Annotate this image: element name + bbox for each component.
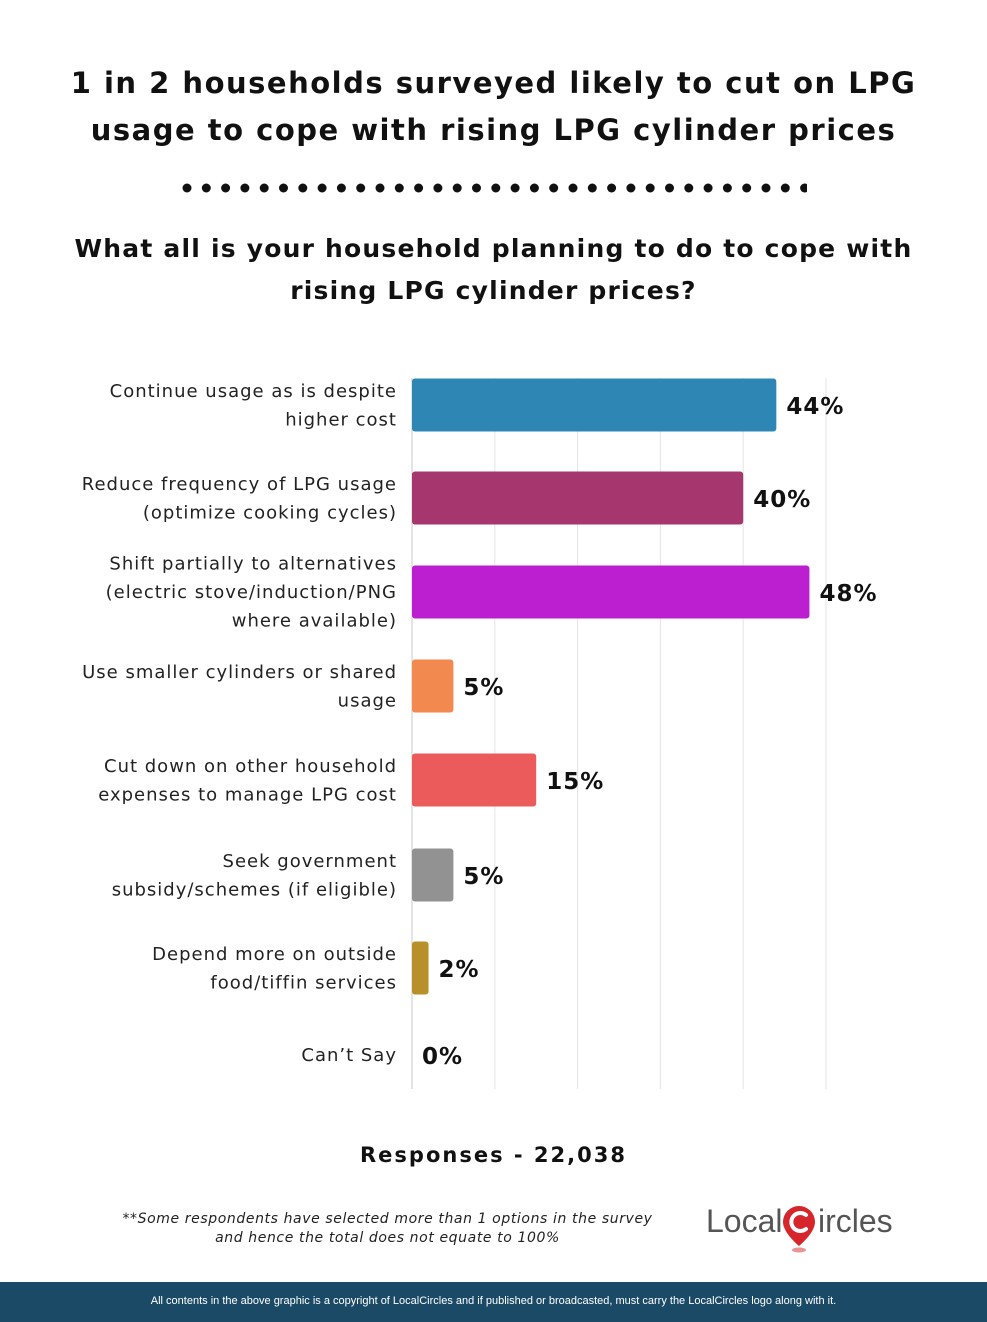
category-label-line: Depend more on outside [152, 944, 397, 965]
category-label-line: higher cost [285, 409, 397, 430]
category-label-line: subsidy/schemes (if eligible) [112, 879, 397, 900]
value-label: 0% [422, 1044, 463, 1070]
category-label-line: Seek government [223, 851, 397, 872]
divider-dot [356, 183, 366, 193]
divider-dot [279, 183, 288, 193]
divider-dot [780, 183, 790, 193]
divider-dot [549, 183, 559, 193]
divider-dot [240, 183, 250, 193]
category-label-line: where available) [232, 611, 397, 632]
category-label-line: (optimize cooking cycles) [143, 502, 397, 523]
logo-text-right: ircles [818, 1203, 893, 1239]
bar [412, 565, 810, 619]
category-label: Can’t Say [301, 1045, 397, 1066]
divider-dot [336, 183, 346, 193]
divider-dot [742, 183, 752, 193]
question-line-1: What all is your household planning to d… [74, 234, 913, 263]
divider-dot [201, 183, 211, 193]
category-label-line: Can’t Say [301, 1045, 397, 1066]
divider-dot [722, 183, 732, 193]
value-label: 40% [753, 487, 811, 513]
bar [412, 659, 454, 713]
divider-dot [626, 183, 636, 193]
divider-dot [645, 183, 655, 193]
category-label-line: Shift partially to alternatives [109, 554, 397, 575]
bar [412, 941, 429, 995]
divider-dot [703, 183, 713, 193]
bar [412, 471, 744, 525]
divider-dot [221, 183, 231, 193]
divider-dot [761, 183, 771, 193]
value-label: 48% [819, 581, 877, 607]
dotted-divider [182, 183, 807, 193]
category-label-line: Continue usage as is despite [110, 381, 397, 402]
divider-dot [800, 183, 807, 193]
value-label: 5% [463, 864, 504, 890]
category-label: Seek government subsidy/schemes (if eligi… [112, 851, 397, 901]
footnote-line-1: **Some respondents have selected more th… [122, 1211, 653, 1227]
category-labels: Continue usage as is despite higher cost R… [82, 381, 397, 1066]
survey-question: What all is your household planning to d… [30, 228, 957, 312]
divider-dot [182, 183, 192, 193]
location-pin-c-icon [783, 1206, 815, 1253]
category-label: Continue usage as is despite higher cost [110, 381, 397, 431]
value-label: 5% [463, 675, 504, 701]
divider-dot [607, 183, 617, 193]
divider-dot [433, 183, 443, 193]
divider-dot [259, 183, 269, 193]
category-label-line: Cut down on other household [104, 756, 397, 777]
headline: 1 in 2 households surveyed likely to cut… [40, 60, 947, 154]
value-label: 2% [439, 957, 480, 983]
category-label: Use smaller cylinders or shared usage [82, 662, 397, 712]
divider-dot [414, 183, 424, 193]
headline-line-1: 1 in 2 households surveyed likely to cut… [70, 66, 917, 100]
value-labels: 44% 40% 48% 5% 15% 5% 2% 0% [422, 394, 877, 1070]
divider-dot [394, 183, 404, 193]
responses-count: Responses - 22,038 [360, 1143, 627, 1167]
category-label-line: expenses to manage LPG cost [98, 784, 397, 805]
category-label-line: Use smaller cylinders or shared [82, 662, 397, 683]
footnote: **Some respondents have selected more th… [100, 1210, 675, 1248]
category-label-line: usage [338, 690, 397, 711]
category-label: Depend more on outside food/tiffin servic… [152, 944, 397, 994]
divider-dot [317, 183, 327, 193]
divider-dot [298, 183, 308, 193]
value-label: 44% [786, 394, 844, 420]
divider-dot [375, 183, 385, 193]
category-label-line: Reduce frequency of LPG usage [82, 474, 397, 495]
bar [412, 378, 777, 432]
footnote-line-2: and hence the total does not equate to 1… [215, 1230, 560, 1246]
divider-dot [491, 183, 501, 193]
divider-dot [510, 183, 520, 193]
divider-dot [587, 183, 597, 193]
divider-dot [684, 183, 694, 193]
bars [412, 378, 810, 995]
category-label-line: (electric stove/induction/PNG [106, 582, 397, 603]
bar [412, 848, 454, 902]
headline-line-2: usage to cope with rising LPG cylinder p… [90, 113, 897, 147]
divider-dot [472, 183, 481, 193]
bar [412, 753, 537, 807]
copyright-bar: All contents in the above graphic is a c… [0, 1282, 987, 1322]
divider-dot [665, 183, 674, 193]
logo-text-left: Local [706, 1203, 783, 1239]
category-label-line: food/tiffin services [210, 972, 397, 993]
divider-dot [529, 183, 539, 193]
divider-dot [452, 183, 462, 193]
value-label: 15% [546, 769, 604, 795]
category-label: Cut down on other household expenses to m… [98, 756, 397, 806]
localcircles-logo: Local ircles [706, 1200, 916, 1256]
category-label: Reduce frequency of LPG usage (optimize c… [82, 474, 397, 524]
question-line-2: rising LPG cylinder prices? [290, 276, 697, 305]
divider-dot [568, 183, 578, 193]
category-label: Shift partially to alternatives (electric… [106, 554, 397, 632]
